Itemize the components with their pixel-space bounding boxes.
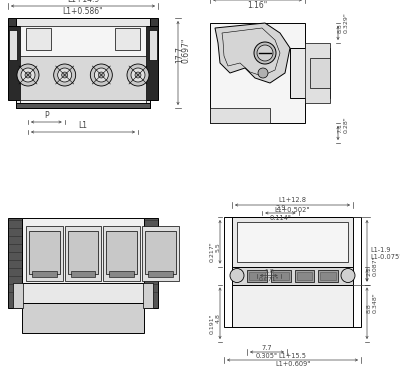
Text: L1-0.075": L1-0.075" (370, 254, 400, 260)
Bar (210, 108, 270, 123)
Circle shape (254, 42, 276, 64)
Bar (26, 226, 63, 281)
Text: L1+0.609": L1+0.609" (275, 361, 310, 368)
Bar (232, 217, 353, 267)
Bar (22, 303, 144, 333)
Text: 0.28": 0.28" (344, 116, 348, 133)
Bar (320, 272, 336, 279)
Polygon shape (215, 23, 290, 83)
Bar (8, 218, 22, 308)
Bar (224, 217, 361, 327)
Text: 0.087": 0.087" (372, 255, 378, 276)
Bar (146, 26, 158, 100)
Text: L1+0.586": L1+0.586" (63, 7, 103, 17)
Text: L1+12.8: L1+12.8 (278, 197, 306, 204)
Bar (290, 48, 330, 98)
Circle shape (58, 68, 72, 82)
Text: 0.071": 0.071" (258, 277, 279, 282)
Text: L1+15.5: L1+15.5 (278, 353, 306, 358)
Text: L1-1.9: L1-1.9 (370, 247, 390, 253)
Text: 0.114": 0.114" (270, 214, 291, 221)
Bar (16, 18, 150, 108)
Bar (142, 226, 179, 281)
Text: L1+0.502": L1+0.502" (275, 207, 310, 212)
Bar (273, 272, 288, 279)
Bar (22, 218, 144, 288)
Bar (8, 26, 20, 100)
Text: 17.7: 17.7 (176, 46, 184, 63)
Text: 8.8: 8.8 (366, 303, 372, 313)
Bar (71, 271, 95, 277)
Bar (29, 231, 60, 274)
Bar (294, 269, 314, 281)
Text: 0.348": 0.348" (372, 293, 378, 313)
Bar (16, 103, 150, 108)
Text: 8.3: 8.3 (338, 23, 342, 33)
Bar (8, 18, 158, 26)
Circle shape (131, 68, 145, 82)
Bar (115, 28, 140, 50)
Text: 2.2: 2.2 (366, 265, 372, 276)
Text: 7.7: 7.7 (262, 344, 272, 351)
Circle shape (25, 72, 31, 78)
Bar (232, 284, 353, 327)
Text: 1.16": 1.16" (247, 2, 268, 10)
Bar (210, 23, 305, 123)
Text: 4.8: 4.8 (216, 313, 220, 323)
Bar (296, 272, 312, 279)
Circle shape (98, 72, 104, 78)
Bar (310, 58, 330, 88)
Circle shape (341, 269, 355, 283)
Circle shape (90, 64, 112, 86)
Circle shape (94, 68, 108, 82)
Circle shape (21, 68, 35, 82)
Circle shape (257, 45, 273, 61)
Text: 7.1: 7.1 (338, 123, 342, 133)
Bar (26, 28, 51, 50)
Text: 0.697": 0.697" (182, 38, 190, 63)
Circle shape (230, 269, 244, 283)
Bar (109, 271, 134, 277)
Text: 0.305": 0.305" (256, 353, 278, 360)
Bar (318, 269, 338, 281)
Bar (249, 272, 265, 279)
Bar (144, 218, 158, 308)
Bar (68, 231, 98, 274)
Text: 0.329": 0.329" (344, 12, 348, 33)
Circle shape (127, 64, 149, 86)
Text: 2.9: 2.9 (275, 205, 286, 212)
Text: 1.8: 1.8 (264, 269, 274, 274)
Bar (148, 271, 173, 277)
Circle shape (62, 72, 68, 78)
Bar (145, 231, 176, 274)
Bar (65, 226, 101, 281)
Bar (13, 283, 23, 308)
Text: P: P (44, 111, 49, 120)
Text: 5.5: 5.5 (216, 242, 220, 252)
Bar (305, 43, 330, 103)
Bar (32, 271, 57, 277)
Text: 0.217": 0.217" (210, 242, 214, 262)
Circle shape (258, 68, 268, 78)
Bar (143, 283, 153, 308)
Circle shape (17, 64, 39, 86)
Bar (9, 30, 17, 60)
Text: L1+14.9: L1+14.9 (67, 0, 99, 5)
Circle shape (54, 64, 76, 86)
Bar (22, 283, 144, 303)
Bar (149, 30, 157, 60)
Bar (271, 269, 290, 281)
Text: 0.191": 0.191" (210, 313, 214, 334)
Bar (237, 222, 348, 262)
Circle shape (135, 72, 141, 78)
Bar (232, 267, 353, 284)
Bar (247, 269, 267, 281)
Text: L1: L1 (78, 122, 88, 130)
Bar (106, 231, 137, 274)
Bar (20, 56, 146, 100)
Bar (20, 26, 146, 108)
Bar (103, 226, 140, 281)
